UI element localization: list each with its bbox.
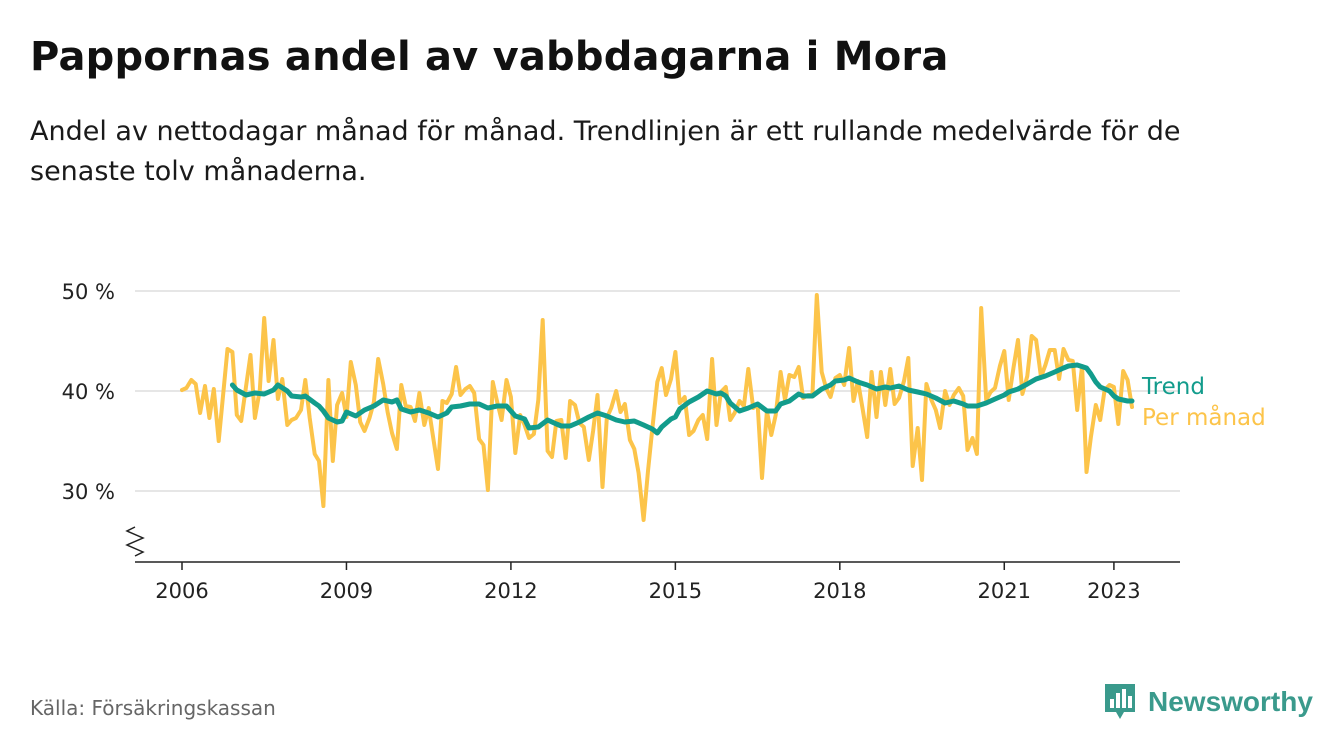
x-tick-label: 2015 [649, 579, 702, 603]
chart-title: Pappornas andel av vabbdagarna i Mora [30, 34, 949, 80]
x-tick-label: 2021 [978, 579, 1031, 603]
bar-chart-icon [1105, 684, 1135, 719]
series-line-monthly [180, 293, 1134, 522]
y-axis-labels: 30 % 40 % 50 % [62, 280, 115, 504]
series-label-monthly: Per månad [1142, 403, 1266, 431]
x-tick-label: 2023 [1087, 579, 1140, 603]
y-tick-label: 30 % [62, 480, 115, 504]
axis-break-icon [125, 526, 145, 557]
x-axis: 2006 2009 2012 2015 2018 2021 2023 [125, 526, 1180, 603]
x-tick-label: 2018 [813, 579, 866, 603]
series-lines [180, 293, 1135, 522]
source-note: Källa: Försäkringskassan [30, 696, 276, 720]
x-tick-label: 2009 [320, 579, 373, 603]
x-tick-label: 2012 [484, 579, 537, 603]
chart-subtitle: Andel av nettodagar månad för månad. Tre… [30, 116, 1181, 187]
newsworthy-logo[interactable]: Newsworthy [1102, 682, 1313, 722]
series-labels: Per månad Trend [1141, 374, 1266, 431]
x-tick-label: 2006 [155, 579, 208, 603]
y-tick-label: 50 % [62, 280, 115, 304]
brand-name: Newsworthy [1148, 686, 1313, 717]
series-line-trend [229, 362, 1135, 436]
y-tick-label: 40 % [62, 380, 115, 404]
series-label-trend: Trend [1141, 374, 1205, 400]
